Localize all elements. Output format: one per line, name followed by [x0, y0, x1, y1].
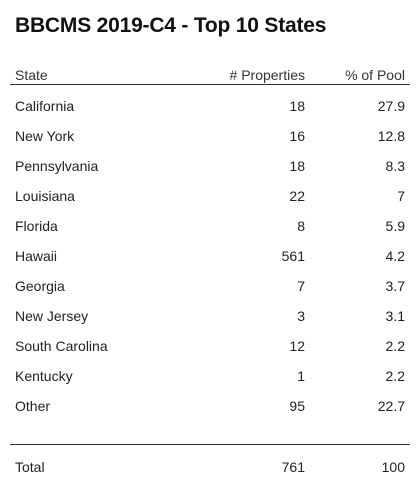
column-header-pool: % of Pool: [345, 67, 405, 83]
table-row: California 18 27.9: [10, 91, 410, 121]
properties-cell: 7: [297, 278, 305, 294]
table-row: Hawaii 561 4.2: [10, 241, 410, 271]
table-row: Florida 8 5.9: [10, 211, 410, 241]
column-header-properties: # Properties: [229, 67, 305, 83]
state-cell: South Carolina: [15, 338, 108, 354]
table-row: New Jersey 3 3.1: [10, 301, 410, 331]
total-pool: 100: [381, 459, 405, 475]
properties-cell: 561: [281, 248, 305, 264]
properties-cell: 1: [297, 368, 305, 384]
table-row: Pennsylvania 18 8.3: [10, 151, 410, 181]
state-cell: New York: [15, 128, 75, 144]
pool-cell: 12.8: [377, 128, 405, 144]
column-header-state: State: [15, 67, 48, 83]
pool-cell: 3.1: [385, 308, 405, 324]
state-cell: Kentucky: [15, 368, 73, 384]
state-cell: California: [15, 98, 75, 114]
properties-cell: 3: [297, 308, 305, 324]
properties-cell: 16: [289, 128, 305, 144]
table-row: South Carolina 12 2.2: [10, 331, 410, 361]
state-cell: Louisiana: [15, 188, 75, 204]
table-row: New York 16 12.8: [10, 121, 410, 151]
pool-cell: 5.9: [385, 218, 405, 234]
total-label: Total: [15, 459, 45, 475]
state-cell: Other: [15, 398, 51, 414]
pool-cell: 27.9: [377, 98, 405, 114]
state-cell: Georgia: [15, 278, 65, 294]
total-divider: [10, 444, 410, 445]
header-divider: [10, 84, 410, 85]
properties-cell: 95: [289, 398, 305, 414]
properties-cell: 18: [289, 158, 305, 174]
pool-cell: 7: [397, 188, 405, 204]
total-row: Total 761 100: [10, 452, 410, 482]
table-row: Other 95 22.7: [10, 391, 410, 421]
pool-cell: 2.2: [385, 368, 405, 384]
total-properties: 761: [281, 459, 305, 475]
properties-cell: 8: [297, 218, 305, 234]
properties-cell: 22: [289, 188, 305, 204]
states-table: State # Properties % of Pool California …: [10, 0, 410, 487]
state-cell: Pennsylvania: [15, 158, 99, 174]
table-row: Kentucky 1 2.2: [10, 361, 410, 391]
properties-cell: 18: [289, 98, 305, 114]
table-row: Georgia 7 3.7: [10, 271, 410, 301]
table-header: State # Properties % of Pool: [10, 60, 410, 90]
state-cell: New Jersey: [15, 308, 89, 324]
pool-cell: 8.3: [385, 158, 405, 174]
state-cell: Hawaii: [15, 248, 58, 264]
state-cell: Florida: [15, 218, 58, 234]
pool-cell: 3.7: [385, 278, 405, 294]
properties-cell: 12: [289, 338, 305, 354]
pool-cell: 2.2: [385, 338, 405, 354]
table-row: Louisiana 22 7: [10, 181, 410, 211]
pool-cell: 4.2: [385, 248, 405, 264]
pool-cell: 22.7: [377, 398, 405, 414]
page-title: BBCMS 2019-C4 - Top 10 States: [15, 14, 327, 37]
